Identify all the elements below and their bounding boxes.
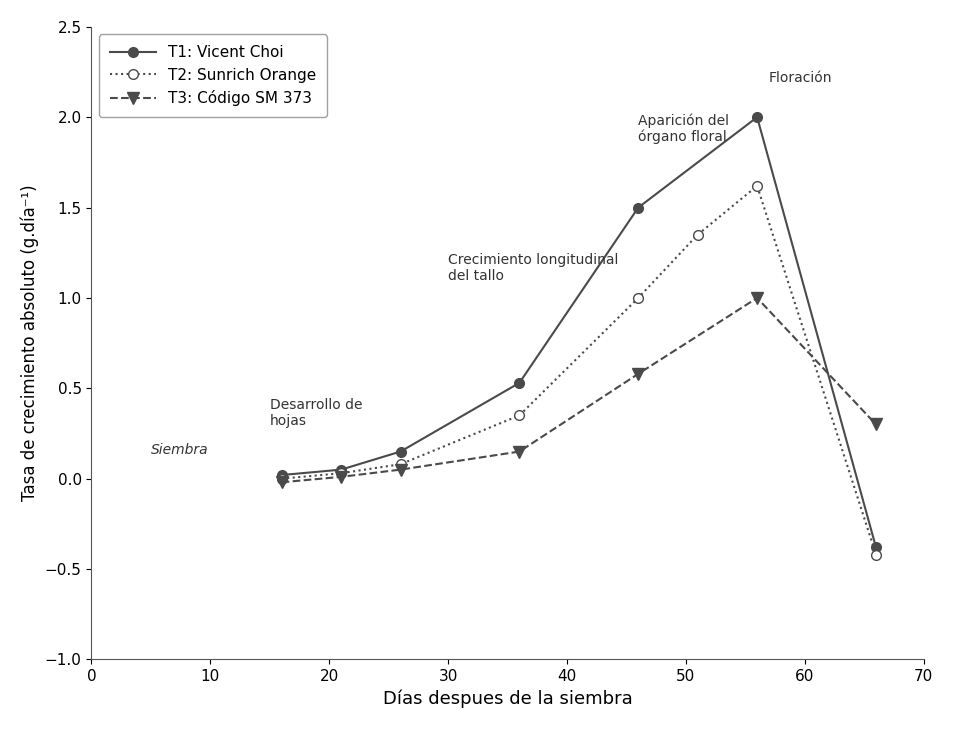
T3: Código SM 373: (21, 0.01): Código SM 373: (21, 0.01) — [335, 472, 347, 481]
Line: T3: Código SM 373: T3: Código SM 373 — [275, 292, 881, 488]
T1: Vicent Choi: (26, 0.15): Vicent Choi: (26, 0.15) — [395, 447, 406, 456]
T2: Sunrich Orange: (36, 0.35): Sunrich Orange: (36, 0.35) — [513, 411, 524, 420]
T3: Código SM 373: (26, 0.05): Código SM 373: (26, 0.05) — [395, 465, 406, 474]
Text: Floración: Floración — [768, 71, 832, 85]
T3: Código SM 373: (66, 0.3): Código SM 373: (66, 0.3) — [869, 420, 881, 429]
T3: Código SM 373: (16, -0.02): Código SM 373: (16, -0.02) — [275, 478, 287, 487]
T1: Vicent Choi: (21, 0.05): Vicent Choi: (21, 0.05) — [335, 465, 347, 474]
T3: Código SM 373: (36, 0.15): Código SM 373: (36, 0.15) — [513, 447, 524, 456]
Legend: T1: Vicent Choi, T2: Sunrich Orange, T3: Código SM 373: T1: Vicent Choi, T2: Sunrich Orange, T3:… — [99, 34, 327, 117]
T2: Sunrich Orange: (51, 1.35): Sunrich Orange: (51, 1.35) — [691, 230, 702, 239]
Line: T1: Vicent Choi: T1: Vicent Choi — [276, 112, 880, 552]
Text: Siembra: Siembra — [151, 443, 209, 457]
T1: Vicent Choi: (56, 2): Vicent Choi: (56, 2) — [751, 113, 762, 122]
T2: Sunrich Orange: (21, 0.03): Sunrich Orange: (21, 0.03) — [335, 469, 347, 477]
T1: Vicent Choi: (66, -0.38): Vicent Choi: (66, -0.38) — [869, 543, 881, 552]
T2: Sunrich Orange: (66, -0.42): Sunrich Orange: (66, -0.42) — [869, 550, 881, 559]
X-axis label: Días despues de la siembra: Días despues de la siembra — [382, 690, 632, 708]
Line: T2: Sunrich Orange: T2: Sunrich Orange — [276, 181, 880, 559]
Text: Crecimiento longitudinal
del tallo: Crecimiento longitudinal del tallo — [448, 253, 618, 284]
T2: Sunrich Orange: (26, 0.08): Sunrich Orange: (26, 0.08) — [395, 460, 406, 469]
T1: Vicent Choi: (46, 1.5): Vicent Choi: (46, 1.5) — [632, 203, 643, 212]
Text: Desarrollo de
hojas: Desarrollo de hojas — [270, 398, 362, 428]
T2: Sunrich Orange: (16, 0): Sunrich Orange: (16, 0) — [275, 475, 287, 483]
T3: Código SM 373: (56, 1): Código SM 373: (56, 1) — [751, 294, 762, 303]
T2: Sunrich Orange: (46, 1): Sunrich Orange: (46, 1) — [632, 294, 643, 303]
T1: Vicent Choi: (16, 0.02): Vicent Choi: (16, 0.02) — [275, 471, 287, 480]
Y-axis label: Tasa de crecimiento absoluto (g.día⁻¹): Tasa de crecimiento absoluto (g.día⁻¹) — [21, 184, 39, 502]
T2: Sunrich Orange: (56, 1.62): Sunrich Orange: (56, 1.62) — [751, 182, 762, 190]
Text: Aparición del
órgano floral: Aparición del órgano floral — [638, 113, 728, 144]
T1: Vicent Choi: (36, 0.53): Vicent Choi: (36, 0.53) — [513, 378, 524, 387]
T3: Código SM 373: (46, 0.58): Código SM 373: (46, 0.58) — [632, 370, 643, 378]
